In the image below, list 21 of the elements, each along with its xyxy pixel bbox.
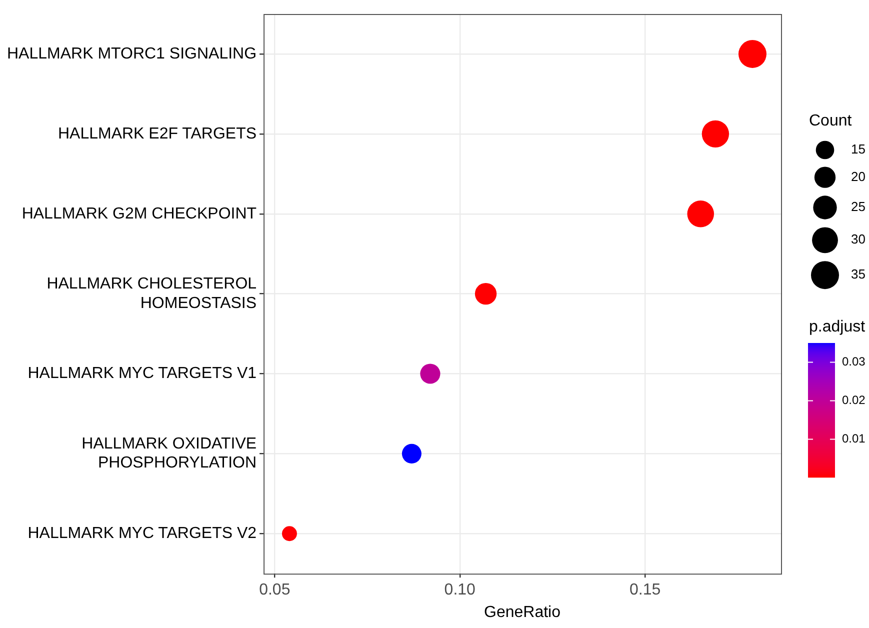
legend-title: Count (809, 112, 852, 130)
legend-label: 35 (851, 266, 866, 282)
legend-label: 20 (851, 168, 866, 184)
color-bar-label: 0.03 (842, 354, 866, 369)
legend-label: 15 (851, 142, 866, 157)
y-tick-label: HALLMARK MYC TARGETS V1 (28, 365, 257, 382)
x-axis-title: GeneRatio (484, 604, 561, 621)
y-tick-label: HALLMARK CHOLESTEROL HOMEOSTASIS (46, 276, 257, 312)
color-bar-label: 0.02 (842, 393, 866, 408)
y-tick-label: HALLMARK OXIDATIVE PHOSPHORYLATION (82, 435, 257, 472)
x-tick-label: 0.10 (444, 582, 476, 599)
y-tick-label: HALLMARK MTORC1 SIGNALING (6, 45, 257, 62)
x-tick-label: 0.15 (629, 582, 661, 599)
color-bar-title: p.adjust (809, 318, 866, 336)
y-tick-label: HALLMARK MYC TARGETS V2 (28, 525, 257, 542)
y-tick-label: HALLMARK G2M CHECKPOINT (22, 205, 257, 222)
x-tick-label: 0.05 (259, 582, 290, 599)
y-tick-label: HALLMARK E2F TARGETS (58, 125, 257, 142)
legend-label: 30 (851, 232, 866, 247)
legend-label: 25 (851, 199, 866, 214)
color-bar-label: 0.01 (842, 432, 866, 446)
